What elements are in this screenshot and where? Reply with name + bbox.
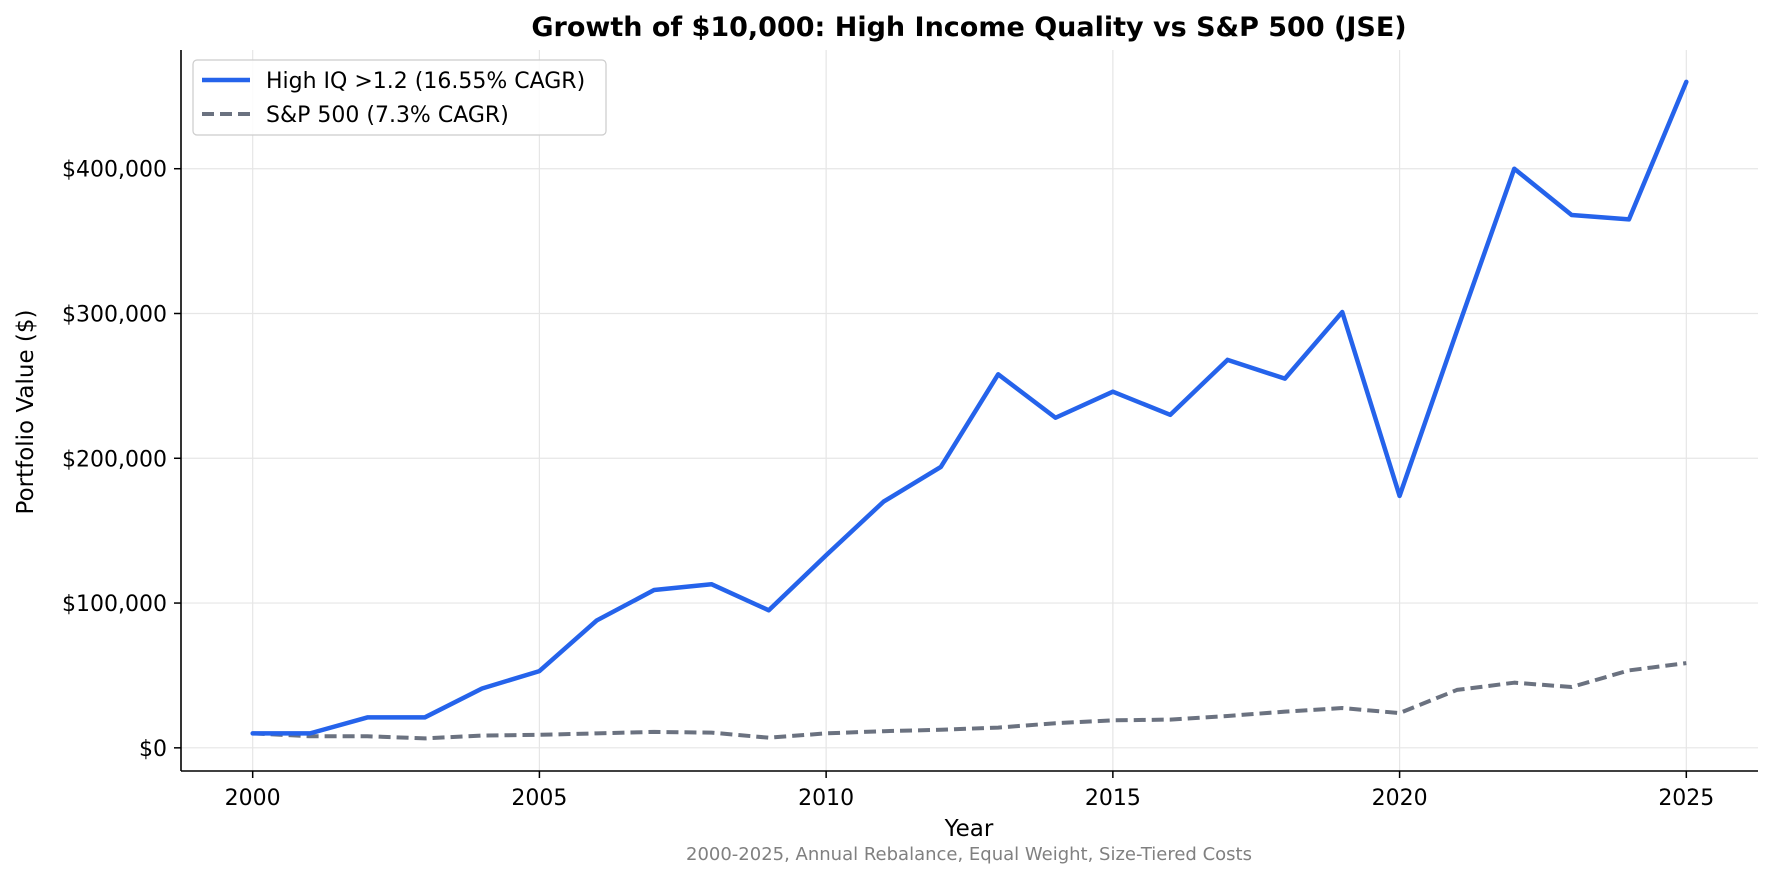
tick-labels: 2000 2005 2010 2015 2020 2025 $0 $100,000 $200,0…: [62, 158, 1714, 811]
chart-subtitle: 2000-2025, Annual Rebalance, Equal Weigh…: [686, 844, 1252, 865]
legend-label-high-iq: High IQ >1.2 (16.55% CAGR): [266, 69, 585, 94]
legend-box: [192, 59, 607, 136]
x-tick-label: 2020: [1372, 786, 1428, 811]
chart-title: Growth of $10,000: High Income Quality v…: [531, 12, 1406, 43]
gridlines: [181, 50, 1758, 771]
series-layer: [250, 79, 1689, 741]
x-tick-label: 2010: [798, 786, 854, 811]
y-tick-label: $0: [139, 737, 167, 762]
x-tick-label: 2005: [511, 786, 567, 811]
x-tick-label: 2000: [225, 786, 281, 811]
axes: [174, 50, 1758, 778]
y-tick-label: $100,000: [62, 592, 167, 617]
y-tick-label: $300,000: [62, 302, 167, 327]
y-tick-label: $200,000: [62, 447, 167, 472]
x-tick-label: 2025: [1658, 786, 1714, 811]
legend-label-sp500: S&P 500 (7.3% CAGR): [266, 103, 509, 128]
series-line-high-iq: [250, 79, 1689, 736]
legend: High IQ >1.2 (16.55% CAGR) S&P 500 (7.3%…: [192, 59, 607, 136]
y-tick-label: $400,000: [62, 158, 167, 183]
x-tick-label: 2015: [1085, 786, 1141, 811]
y-axis-label: Portfolio Value ($): [13, 310, 39, 515]
series-line-sp500: [252, 661, 1687, 741]
x-axis-label: Year: [944, 816, 994, 842]
